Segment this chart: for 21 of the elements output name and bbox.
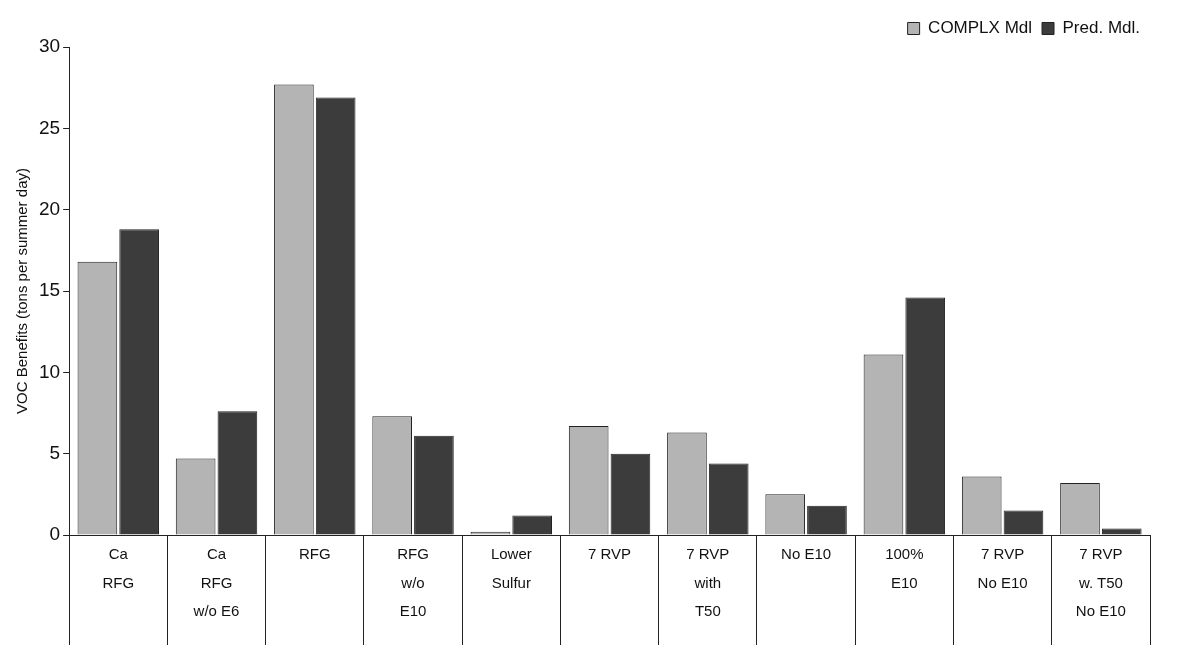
- y-tick-label: 15: [38, 279, 61, 301]
- x-tick-label: RFG: [298, 545, 331, 563]
- y-tick-label: 30: [38, 35, 61, 57]
- y-axis-title: VOC Benefits (tons per summer day): [13, 168, 31, 414]
- x-tick-label: 7 RVP with T50: [686, 545, 730, 620]
- x-tick-label: 7 RVP w. T50 No E10: [1075, 545, 1126, 620]
- y-tick-label: 5: [49, 441, 61, 463]
- y-tick-label: 0: [49, 523, 61, 545]
- y-tick-label: 25: [38, 116, 61, 138]
- y-tick-label: 20: [38, 197, 61, 219]
- legend-label: Pred. Mdl.: [1062, 18, 1141, 38]
- x-tick-label: 7 RVP No E10: [977, 545, 1028, 591]
- legend-label: COMPLX Mdl: [928, 18, 1033, 38]
- x-tick-label: RFG w/o E10: [397, 545, 429, 620]
- x-tick-label: Ca RFG w/o E6: [192, 545, 240, 620]
- y-tick-label: 10: [38, 360, 61, 382]
- x-tick-label: 7 RVP: [588, 545, 632, 563]
- x-tick-label: 100% E10: [885, 545, 924, 591]
- x-tick-label: Lower Sulfur: [490, 545, 532, 591]
- x-tick-label: No E10: [781, 545, 832, 563]
- x-tick-label: Ca RFG: [102, 545, 135, 591]
